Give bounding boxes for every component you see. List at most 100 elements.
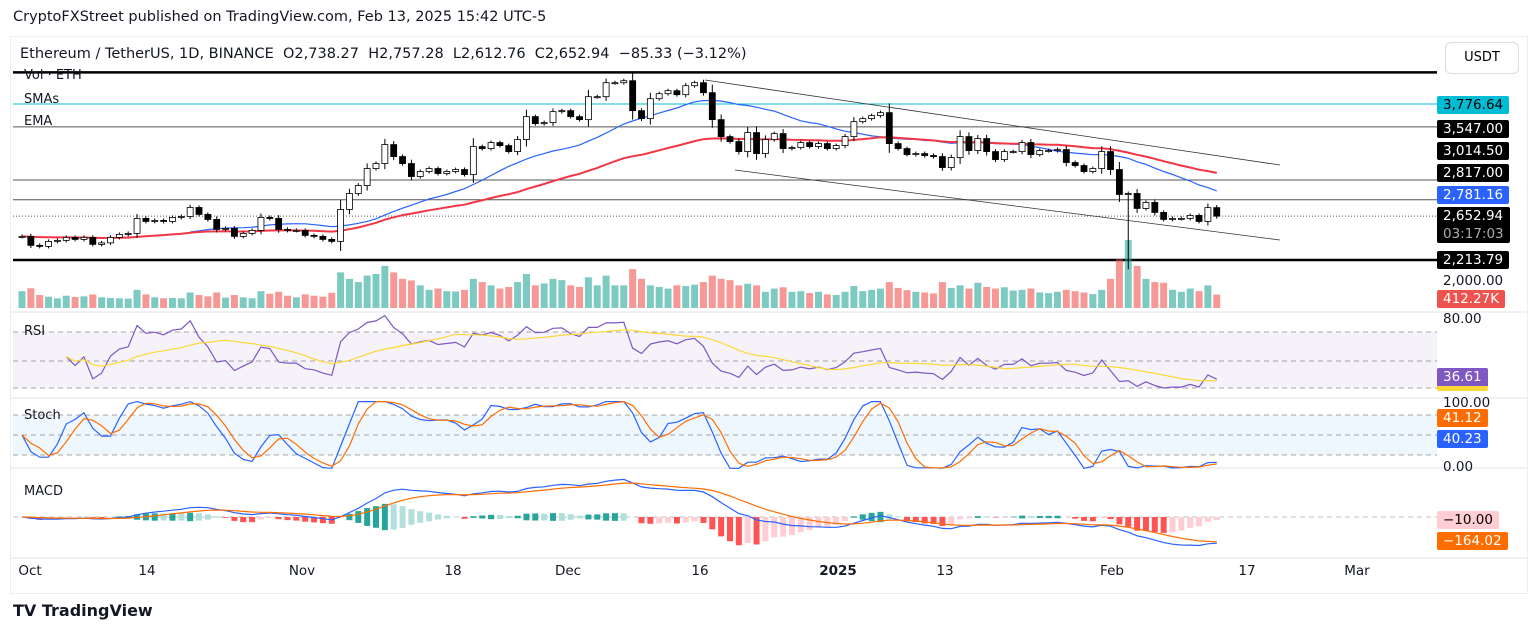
candle-body [1054,149,1061,151]
volume-bar [788,291,796,308]
candle-body [62,236,70,241]
candle-body [124,233,132,235]
volume-bar [717,278,725,308]
macd-histogram-bar [488,514,495,520]
macd-label[interactable]: MACD [24,484,63,499]
macd-histogram-bar [744,517,751,543]
macd-histogram-bar [921,517,928,524]
macd-histogram-bar [771,517,778,538]
macd-histogram-bar [992,517,999,518]
candle-body [947,157,955,168]
candle-body [903,148,911,155]
volume-bar [345,278,353,308]
candle-body [222,228,229,230]
volume-bar [328,292,336,308]
stoch-axis-100: 100.00 [1443,395,1491,411]
volume-bar [841,291,849,308]
macd-histogram-bar [1036,515,1043,519]
rsi-label[interactable]: RSI [24,324,46,339]
macd-histogram-bar [1107,517,1114,520]
stoch-d-line [21,400,1217,469]
ohlc-open: O2,738.27 [283,46,359,62]
x-tick-label: 2025 [819,563,857,579]
volume-bar [71,296,79,308]
volume-bar [761,291,769,308]
macd-histogram-bar [496,514,503,520]
macd-histogram-bar [550,513,556,521]
vol-label[interactable]: Vol · ETH [24,68,82,83]
volume-bar [1160,282,1168,308]
macd-histogram-bar [505,515,512,519]
macd-histogram-bar [479,515,486,519]
candle-body [823,143,831,149]
candle-body [36,244,44,247]
tag-level-3014: 3,014.50 [1437,142,1510,160]
volume-bar [903,290,911,308]
volume-bar [390,272,398,308]
candle-body [1000,151,1008,160]
macd-histogram-bar [408,509,415,525]
candle-body [593,96,601,99]
macd-histogram-bar [1045,515,1052,519]
macd-histogram-bar [1019,515,1026,519]
volume-bar [1027,288,1035,308]
macd-histogram-bar [877,511,884,523]
macd-histogram-bar [434,514,441,520]
volume-bar [531,285,539,308]
candle-body [71,236,79,240]
macd-histogram-bar [116,516,123,518]
candle-body [310,235,318,237]
candle-body [717,119,725,137]
macd-histogram-bar [1196,517,1203,527]
macd-histogram-bar [213,516,220,518]
candle-body [602,82,610,98]
macd-histogram-bar [939,517,946,526]
candle-body [80,236,88,240]
sma-label[interactable]: SMAs [24,92,60,107]
candle-body [939,156,946,168]
volume-bar [434,288,442,308]
candle-body [912,153,920,155]
volume-bar [1062,289,1070,308]
volume-bar [593,285,601,308]
volume-bar [921,292,929,308]
macd-histogram-bar [665,517,672,523]
candle-body [98,242,106,245]
volume-bar [912,291,920,308]
macd-histogram-bar [904,517,910,521]
macd-histogram-bar [284,517,291,521]
volume-bar [461,289,468,308]
candle-body [505,145,513,152]
candle-body [107,236,114,244]
ohlc-high: H2,757.28 [368,46,444,62]
candle-body [45,240,52,247]
macd-signal-line [21,482,1217,543]
volume-bar [540,283,548,308]
candle-body [1062,149,1070,163]
tradingview-logo[interactable]: 𝗧𝗩 TradingView [13,601,153,620]
stoch-label[interactable]: Stoch [24,408,61,423]
ema-label[interactable]: EMA [24,114,53,129]
volume-bar [1018,289,1026,308]
currency-button[interactable]: USDT [1445,42,1519,74]
macd-histogram-bar [240,517,247,523]
candle-body [691,82,698,87]
candle-body [974,138,982,151]
candle-body [186,207,194,217]
macd-histogram-bar [1098,517,1105,518]
macd-histogram-bar [1134,517,1141,531]
candle-body [956,136,964,158]
macd-histogram-bar [850,516,857,518]
macd-histogram-bar [523,513,530,521]
tag-level-2213: 2,213.79 [1437,251,1510,269]
macd-histogram-bar [461,517,468,519]
macd-histogram-bar [1116,517,1123,525]
candle-body [779,133,787,149]
candle-body [620,80,628,84]
macd-histogram-bar [160,513,167,521]
macd-histogram-bar [381,503,388,531]
volume-bar [248,298,256,308]
candle-body [930,155,937,157]
volume-bar [646,285,654,308]
